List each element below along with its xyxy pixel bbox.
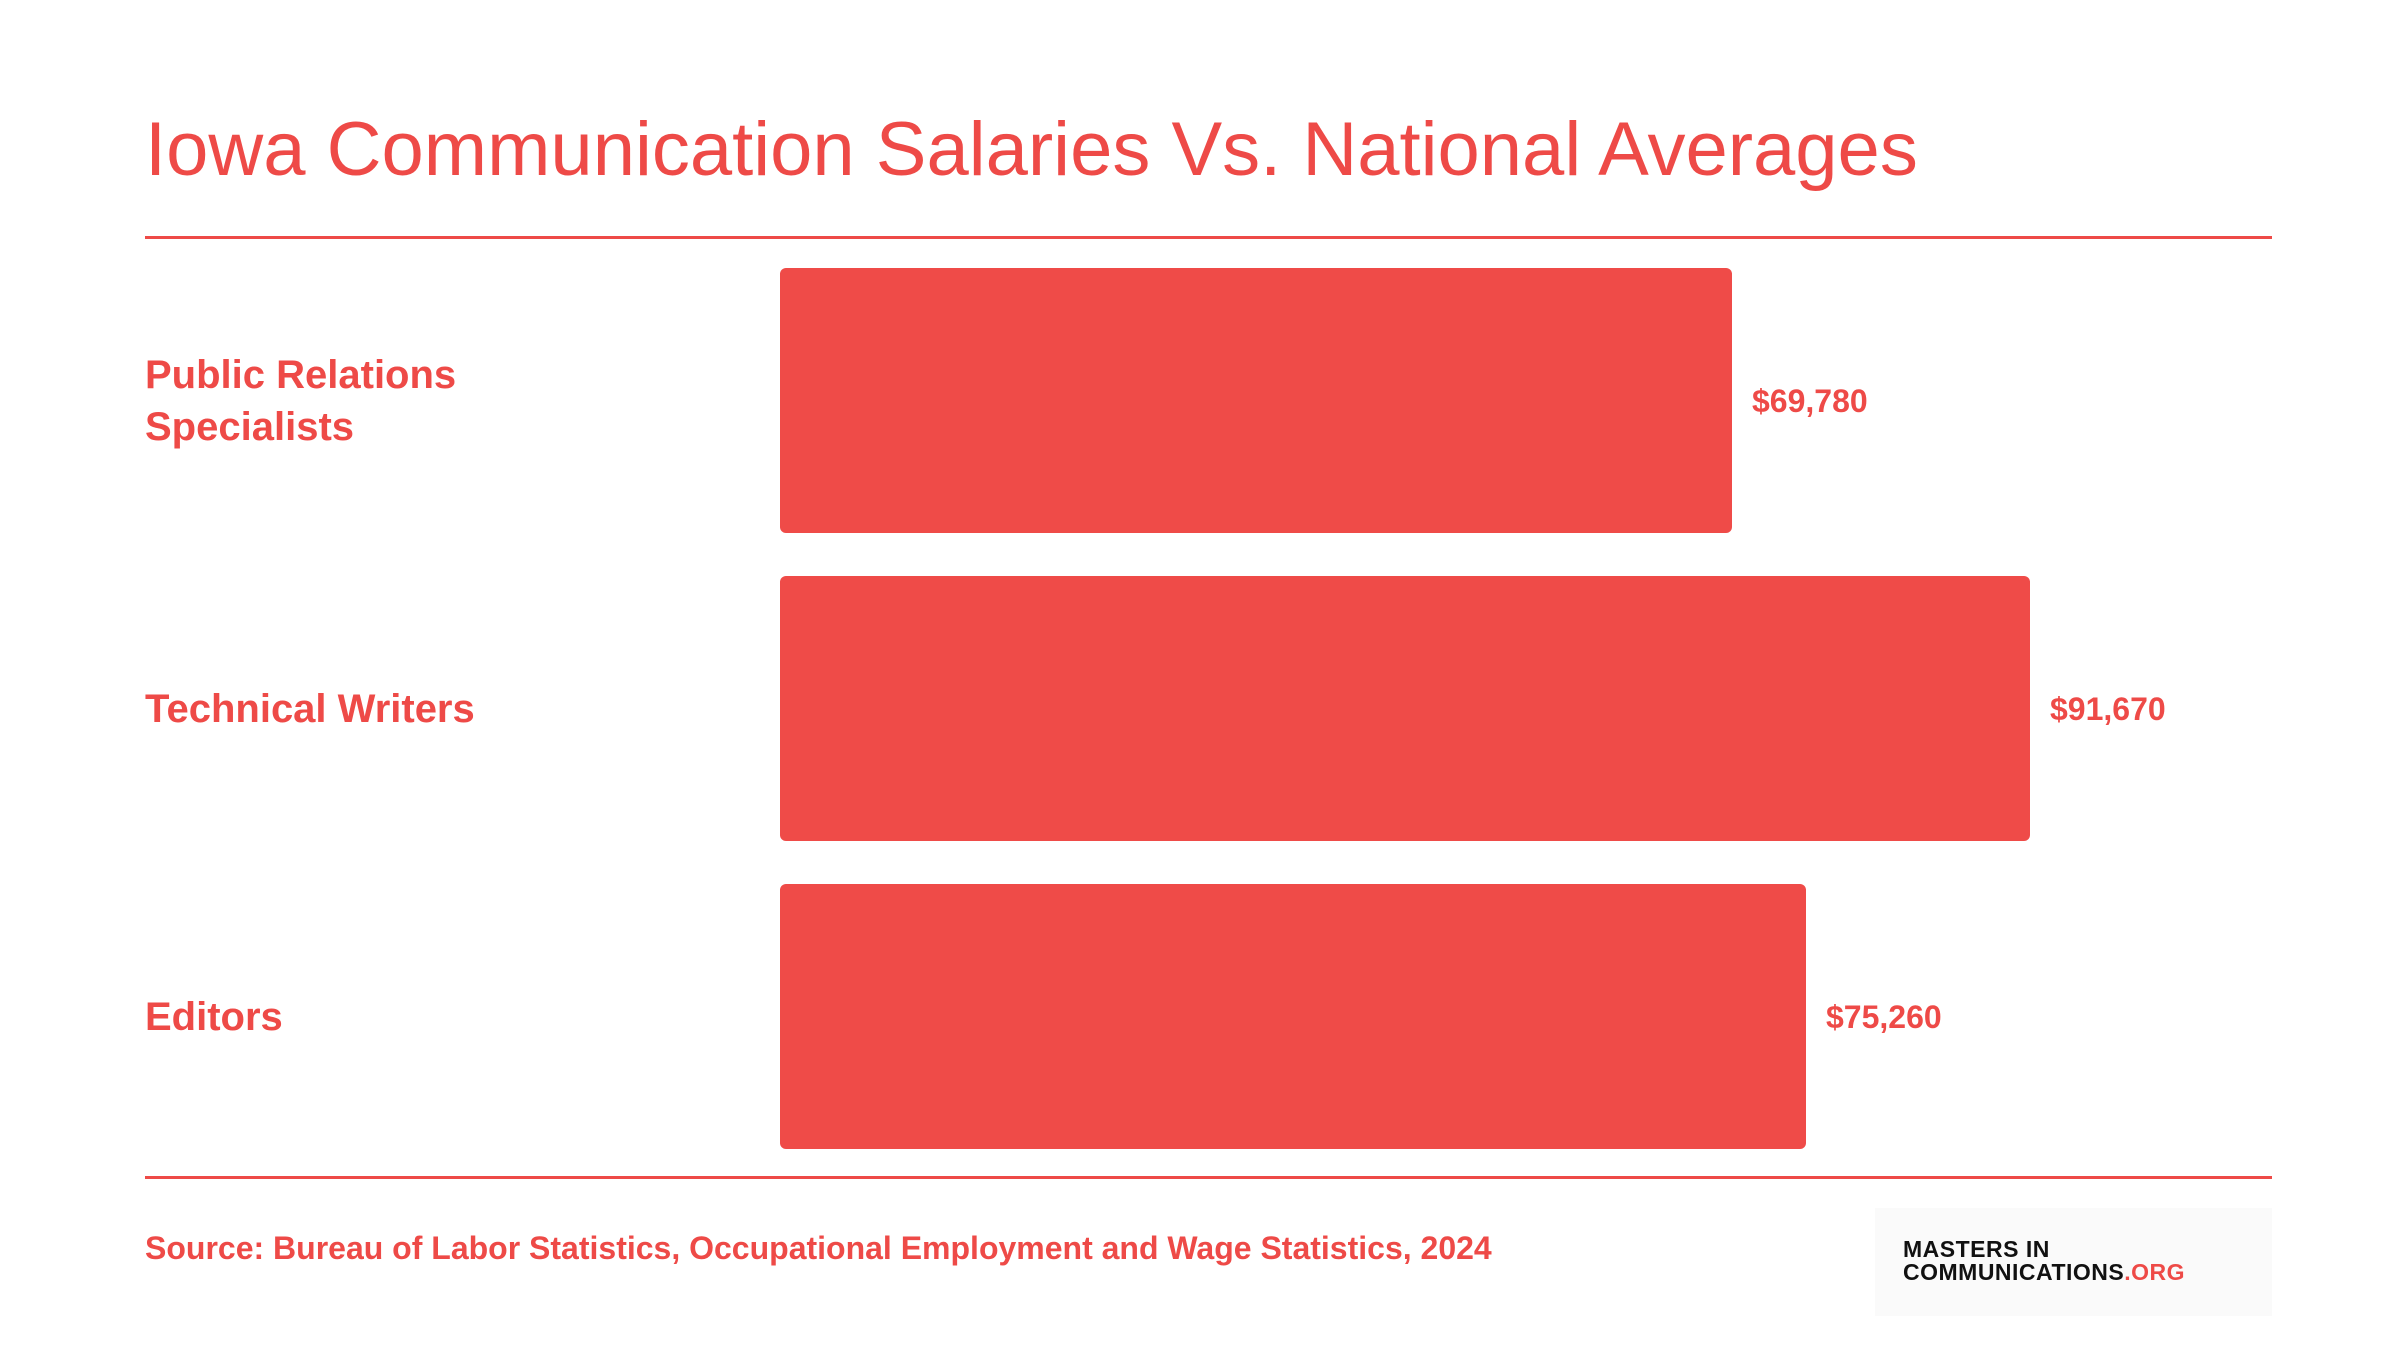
logo-line-2: COMMUNICATIONS.ORG bbox=[1903, 1261, 2272, 1284]
top-divider bbox=[145, 236, 2272, 239]
source-note: Source: Bureau of Labor Statistics, Occu… bbox=[145, 1230, 1492, 1266]
bottom-divider bbox=[145, 1176, 2272, 1179]
logo-suffix: .ORG bbox=[2124, 1259, 2186, 1285]
logo-name: COMMUNICATIONS bbox=[1903, 1259, 2125, 1285]
category-label: Technical Writers bbox=[145, 686, 475, 731]
category-label: Editors bbox=[145, 994, 283, 1039]
bar bbox=[780, 884, 1806, 1149]
chart-title: Iowa Communication Salaries Vs. National… bbox=[145, 107, 1918, 192]
bar-value-label: $91,670 bbox=[2050, 690, 2166, 727]
category-label: Public Relations Specialists bbox=[145, 352, 457, 449]
bar-value-label: $75,260 bbox=[1826, 998, 1942, 1035]
site-logo: MASTERS IN COMMUNICATIONS.ORG bbox=[1875, 1208, 2272, 1316]
bar-value-label: $69,780 bbox=[1752, 382, 1868, 419]
bar bbox=[780, 576, 2030, 841]
bar bbox=[780, 268, 1732, 533]
logo-line-1: MASTERS IN bbox=[1903, 1236, 2050, 1262]
